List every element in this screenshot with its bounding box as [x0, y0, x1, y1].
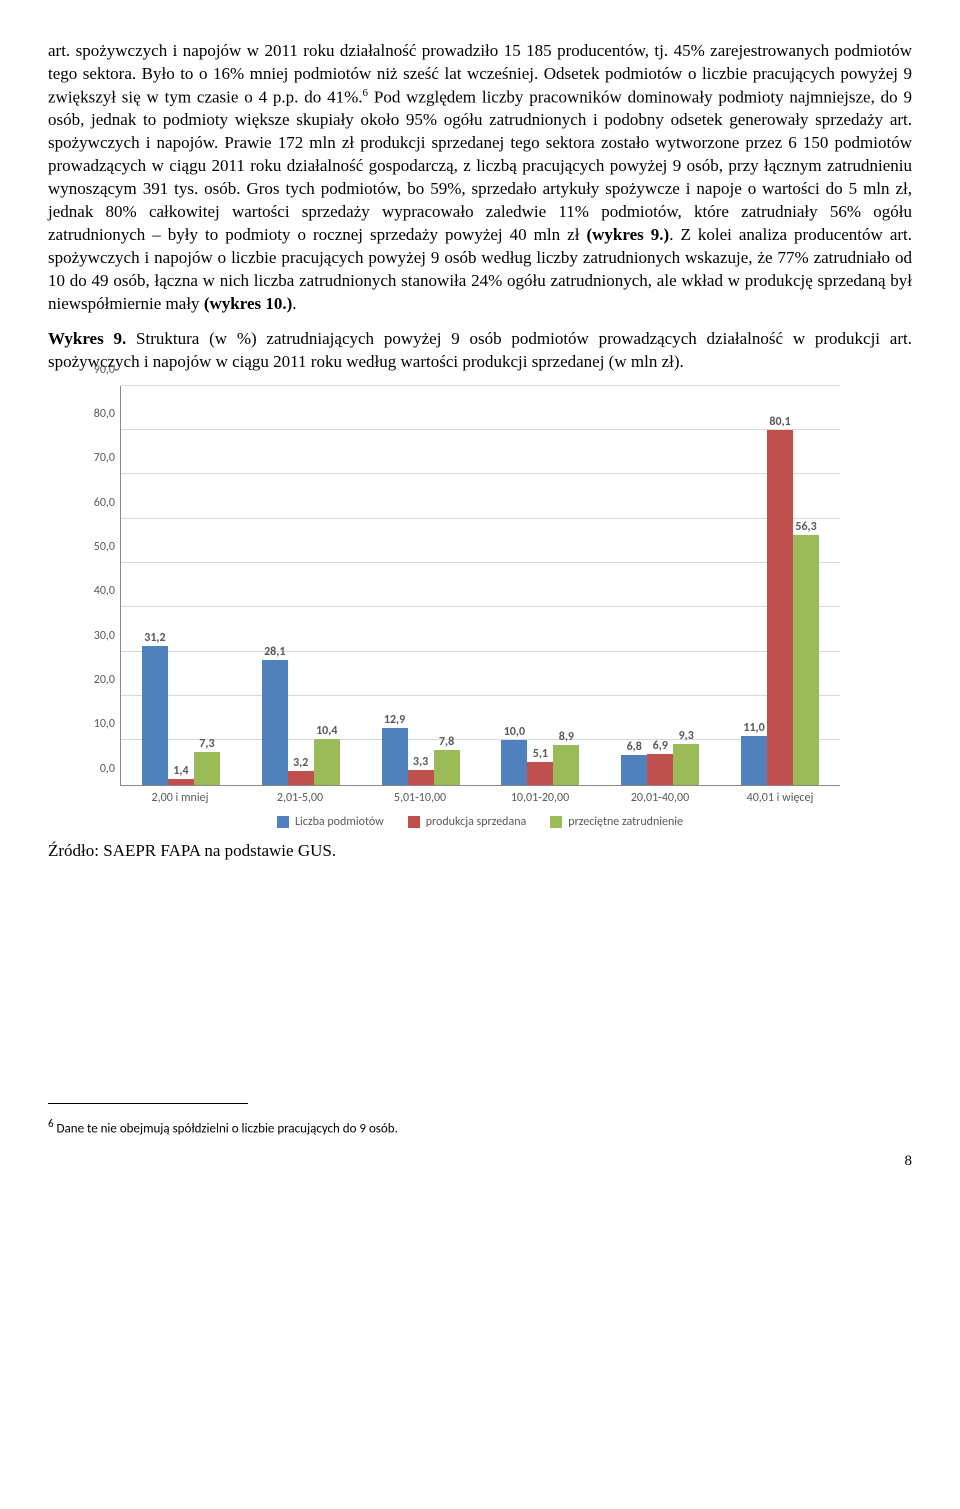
- chart-bar-value-label: 12,9: [384, 712, 405, 728]
- chart-category-group: 12,93,37,8: [361, 386, 481, 785]
- chart-xtick-label: 5,01-10,00: [360, 790, 480, 806]
- chart-bar: 6,8: [621, 755, 647, 785]
- chart-bar-value-label: 80,1: [769, 414, 790, 430]
- chart-ytick: 50,0: [81, 539, 115, 555]
- chart-plot-area: 0,010,020,030,040,050,060,070,080,090,03…: [120, 386, 840, 786]
- text: .: [292, 294, 296, 313]
- page-number: 8: [48, 1151, 912, 1171]
- caption-text: Struktura (w %) zatrudniających powyżej …: [48, 329, 912, 371]
- chart-bar-value-label: 28,1: [264, 644, 285, 660]
- chart-bar: 7,3: [194, 752, 220, 784]
- chart-ytick: 60,0: [81, 495, 115, 511]
- chart-bar: 1,4: [168, 779, 194, 785]
- chart-ytick: 30,0: [81, 628, 115, 644]
- chart-ytick: 90,0: [81, 362, 115, 378]
- chart-xtick-label: 40,01 i więcej: [720, 790, 840, 806]
- chart-bar-value-label: 1,4: [173, 763, 188, 779]
- chart-legend-item: przeciętne zatrudnienie: [550, 814, 683, 830]
- chart-bar-value-label: 9,3: [679, 728, 694, 744]
- chart-bar-value-label: 6,9: [653, 738, 668, 754]
- chart-source: Źródło: SAEPR FAPA na podstawie GUS.: [48, 840, 912, 863]
- chart-bar-value-label: 3,2: [293, 755, 308, 771]
- chart-legend-swatch: [550, 816, 562, 828]
- chart-bar-value-label: 7,3: [199, 736, 214, 752]
- chart-bar: 6,9: [647, 754, 673, 785]
- chart-bar: 9,3: [673, 744, 699, 785]
- chart-bar-value-label: 6,8: [627, 739, 642, 755]
- chart-ytick: 80,0: [81, 406, 115, 422]
- chart-legend-label: przeciętne zatrudnienie: [568, 814, 683, 830]
- chart-ytick: 10,0: [81, 716, 115, 732]
- chart-bar-value-label: 7,8: [439, 734, 454, 750]
- chart-category-group: 11,080,156,3: [720, 386, 840, 785]
- chart-bar-value-label: 11,0: [743, 720, 764, 736]
- chart-bar: 56,3: [793, 535, 819, 785]
- chart-legend-label: Liczba podmiotów: [295, 814, 384, 830]
- chart-xtick-label: 20,01-40,00: [600, 790, 720, 806]
- bold-ref-wykres9: (wykres 9.): [586, 225, 669, 244]
- chart-xtick-label: 10,01-20,00: [480, 790, 600, 806]
- chart-bar-value-label: 8,9: [559, 729, 574, 745]
- chart-ytick: 40,0: [81, 583, 115, 599]
- chart-bar: 7,8: [434, 750, 460, 785]
- footnote-text: Dane te nie obejmują spółdzielni o liczb…: [54, 1121, 398, 1136]
- paragraph-1: art. spożywczych i napojów w 2011 roku d…: [48, 40, 912, 316]
- chart-legend-item: Liczba podmiotów: [277, 814, 384, 830]
- chart-bar-value-label: 31,2: [144, 630, 165, 646]
- chart-category-group: 28,13,210,4: [241, 386, 361, 785]
- footnote-separator: [48, 1103, 248, 1104]
- chart-bar: 31,2: [142, 646, 168, 784]
- chart-bar: 12,9: [382, 728, 408, 785]
- chart-bar: 3,3: [408, 770, 434, 785]
- chart-bar: 3,2: [288, 771, 314, 785]
- chart-legend-label: produkcja sprzedana: [426, 814, 527, 830]
- chart-bar-value-label: 56,3: [795, 519, 816, 535]
- footnote-6: 6 Dane te nie obejmują spółdzielni o lic…: [48, 1117, 912, 1138]
- chart-wykres-9: 0,010,020,030,040,050,060,070,080,090,03…: [120, 386, 840, 830]
- chart-legend-swatch: [408, 816, 420, 828]
- chart-bar: 10,4: [314, 739, 340, 785]
- footnote-ref-6: 6: [363, 87, 369, 99]
- chart-category-group: 31,21,47,3: [121, 386, 241, 785]
- chart-bar-value-label: 10,4: [316, 723, 337, 739]
- chart-ytick: 0,0: [81, 761, 115, 777]
- chart-bar: 28,1: [262, 660, 288, 785]
- bold-ref-wykres10: (wykres 10.): [204, 294, 292, 313]
- caption-bold: Wykres 9.: [48, 329, 126, 348]
- chart-bar: 80,1: [767, 430, 793, 785]
- chart-category-group: 10,05,18,9: [480, 386, 600, 785]
- chart-legend: Liczba podmiotów produkcja sprzedana przec…: [120, 814, 840, 830]
- chart-legend-swatch: [277, 816, 289, 828]
- chart-legend-item: produkcja sprzedana: [408, 814, 527, 830]
- text: Pod względem liczby pracowników dominowa…: [48, 88, 912, 245]
- chart-xtick-label: 2,00 i mniej: [120, 790, 240, 806]
- chart-category-group: 6,86,99,3: [600, 386, 720, 785]
- chart-xtick-label: 2,01-5,00: [240, 790, 360, 806]
- chart-x-axis: 2,00 i mniej2,01-5,005,01-10,0010,01-20,…: [120, 790, 840, 806]
- chart-bar-value-label: 5,1: [533, 746, 548, 762]
- chart-ytick: 20,0: [81, 672, 115, 688]
- chart-bar: 11,0: [741, 736, 767, 785]
- chart-bar: 8,9: [553, 745, 579, 784]
- chart-ytick: 70,0: [81, 450, 115, 466]
- chart-bar-value-label: 3,3: [413, 754, 428, 770]
- chart-bar: 10,0: [501, 740, 527, 784]
- paragraph-2-caption: Wykres 9. Struktura (w %) zatrudniającyc…: [48, 328, 912, 374]
- chart-bar-groups: 31,21,47,328,13,210,412,93,37,810,05,18,…: [121, 386, 840, 785]
- chart-bar: 5,1: [527, 762, 553, 785]
- chart-bar-value-label: 10,0: [504, 724, 525, 740]
